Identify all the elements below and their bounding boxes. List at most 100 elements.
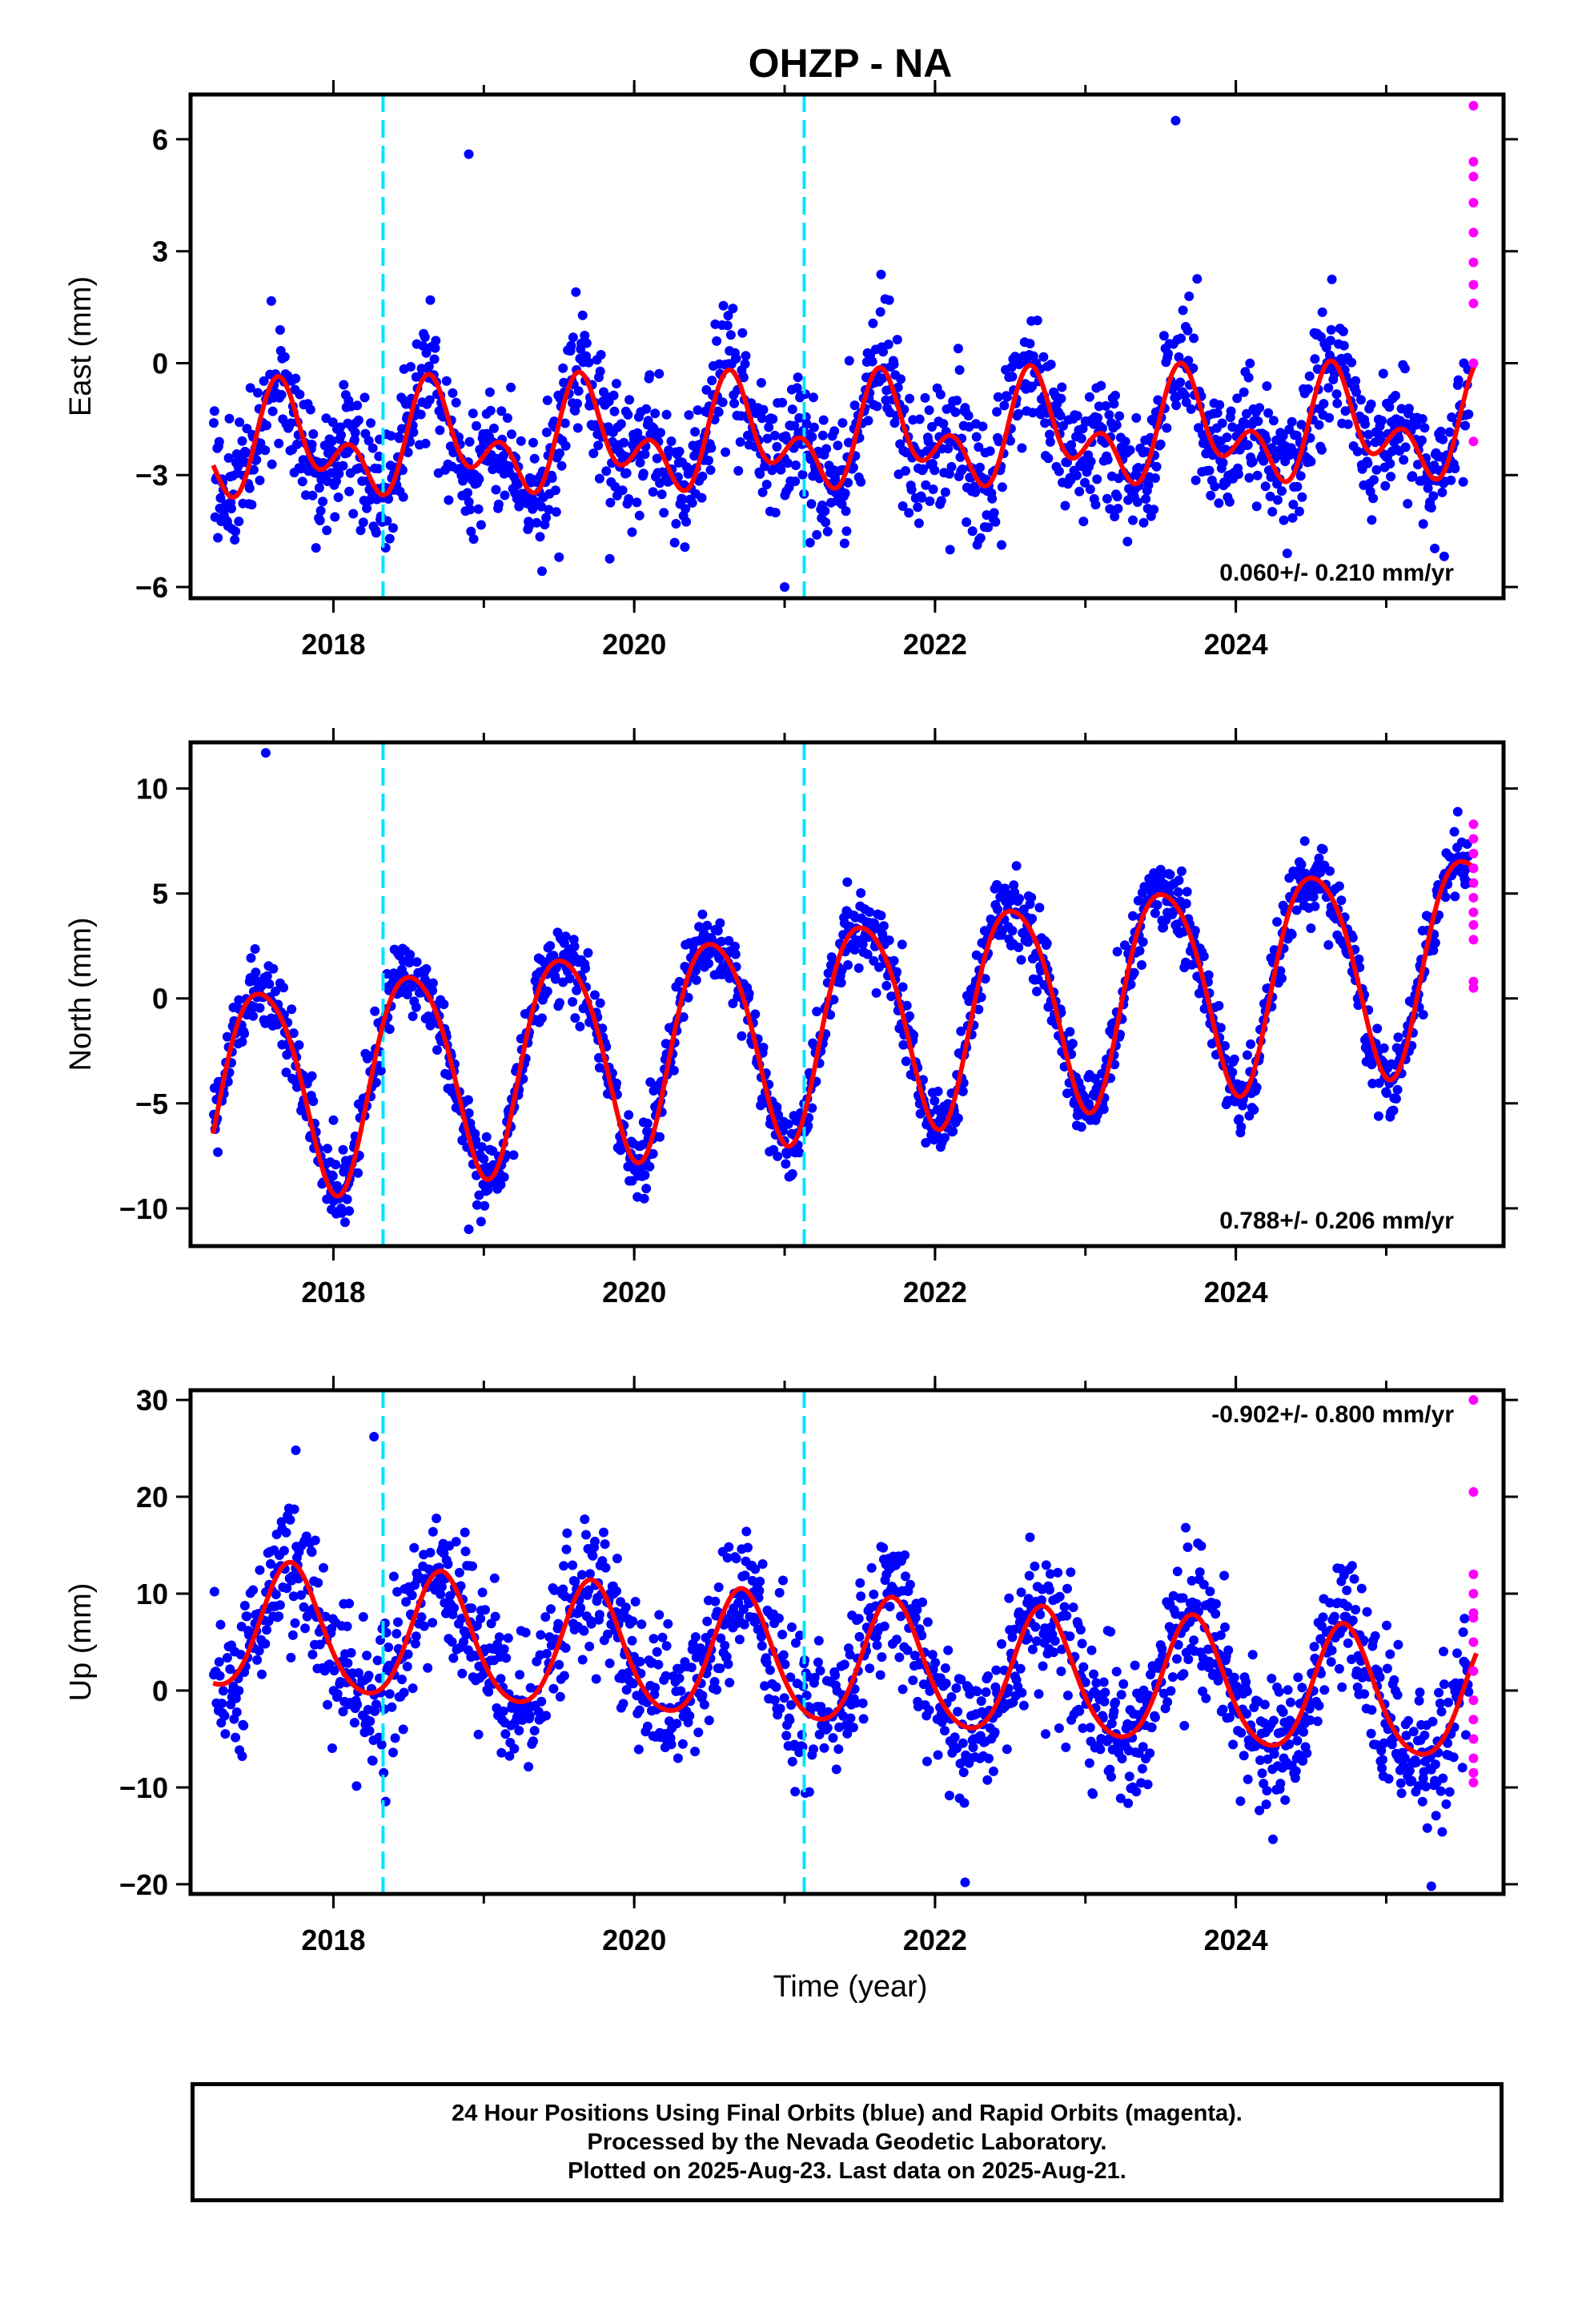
east-data-point — [1323, 383, 1334, 393]
north-outlier-point — [328, 1115, 339, 1125]
up-data-point — [239, 1601, 250, 1610]
up-data-point — [1182, 1542, 1193, 1552]
east-data-point — [1278, 431, 1288, 441]
north-data-point — [1308, 891, 1319, 902]
up-data-point — [1150, 1712, 1160, 1723]
east-data-point — [822, 526, 833, 537]
north-rapid-orbit-point — [1468, 983, 1479, 993]
east-data-point — [429, 354, 440, 364]
up-data-point — [1050, 1636, 1060, 1646]
up-data-point — [586, 1618, 596, 1629]
east-data-point — [223, 452, 234, 463]
up-data-point — [721, 1651, 732, 1662]
east-data-point — [962, 517, 972, 527]
up-data-point — [754, 1586, 765, 1596]
north-data-point — [713, 926, 723, 936]
up-data-point — [1004, 1593, 1014, 1603]
up-data-point — [407, 1590, 417, 1601]
up-data-point — [1078, 1723, 1088, 1733]
east-data-point — [1078, 517, 1089, 527]
east-data-point — [209, 418, 219, 428]
up-data-point — [352, 1699, 363, 1710]
up-data-point — [1034, 1689, 1044, 1699]
up-data-point — [217, 1699, 227, 1709]
up-data-point — [1235, 1796, 1246, 1807]
east-data-point — [1226, 406, 1236, 416]
up-data-point — [1404, 1766, 1415, 1776]
north-data-point — [758, 1043, 769, 1052]
north-data-point — [781, 1159, 791, 1169]
north-data-point — [901, 1000, 912, 1011]
up-data-point — [1399, 1753, 1410, 1763]
east-data-point — [1247, 456, 1258, 467]
north-data-point — [575, 1021, 585, 1031]
east-data-point — [821, 517, 831, 528]
up-data-point — [988, 1766, 998, 1776]
up-data-point — [815, 1666, 825, 1676]
north-data-point — [865, 907, 875, 917]
east-data-point — [818, 415, 829, 425]
east-data-point — [260, 445, 271, 456]
east-data-point — [1430, 543, 1440, 553]
up-data-point — [1382, 1663, 1392, 1674]
up-data-point — [1018, 1700, 1029, 1711]
up-data-point — [1257, 1768, 1267, 1779]
east-data-point — [297, 476, 307, 487]
up-data-point — [734, 1634, 745, 1645]
up-data-point — [1375, 1672, 1385, 1683]
up-data-point — [910, 1613, 921, 1623]
east-data-point — [1212, 408, 1223, 418]
north-data-point — [1165, 870, 1175, 880]
up-data-point — [831, 1764, 841, 1775]
east-data-point — [430, 343, 440, 353]
east-rapid-orbit-point — [1468, 227, 1479, 238]
east-data-point — [1363, 458, 1373, 468]
up-data-point — [1032, 1636, 1042, 1647]
up-data-point — [363, 1671, 374, 1681]
up-data-point — [628, 1616, 638, 1626]
up-data-point — [1408, 1727, 1419, 1737]
east-data-point — [918, 464, 928, 474]
north-data-point — [704, 959, 713, 969]
east-data-point — [386, 431, 396, 441]
east-data-point — [1074, 486, 1085, 497]
up-data-point — [271, 1590, 281, 1599]
east-data-point — [367, 443, 378, 453]
north-data-point — [1176, 866, 1186, 876]
east-data-point — [1176, 333, 1186, 344]
figure-title: OHZP - NA — [749, 41, 953, 86]
east-data-point — [594, 473, 604, 484]
east-data-point — [215, 493, 226, 503]
east-data-point — [355, 525, 366, 536]
up-data-point — [1106, 1771, 1116, 1782]
up-data-point — [761, 1658, 772, 1668]
up-data-point — [902, 1645, 913, 1655]
up-data-point — [1123, 1798, 1134, 1808]
up-data-point — [447, 1637, 457, 1647]
east-data-point — [837, 418, 848, 428]
east-data-point — [1096, 380, 1106, 391]
east-data-point — [1163, 348, 1173, 359]
up-data-point — [541, 1649, 552, 1659]
up-data-point — [1080, 1677, 1090, 1687]
up-data-point — [795, 1630, 805, 1641]
east-data-point — [330, 512, 340, 522]
up-data-point — [1351, 1605, 1361, 1614]
up-data-point — [1089, 1669, 1098, 1679]
north-data-point — [645, 1077, 656, 1088]
up-data-point — [287, 1630, 298, 1640]
north-data-point — [421, 963, 432, 974]
north-data-point — [862, 949, 873, 959]
north-data-point — [1098, 1104, 1109, 1115]
up-data-point — [262, 1625, 271, 1635]
east-data-point — [235, 417, 245, 428]
east-data-point — [681, 517, 692, 527]
up-data-point — [255, 1565, 265, 1575]
east-data-point — [1162, 423, 1172, 433]
east-data-point — [697, 471, 708, 481]
up-data-point — [329, 1666, 339, 1676]
up-data-point — [879, 1621, 889, 1631]
east-data-point — [224, 413, 235, 424]
north-fit-curve — [211, 858, 1479, 1199]
up-data-point — [822, 1723, 833, 1733]
